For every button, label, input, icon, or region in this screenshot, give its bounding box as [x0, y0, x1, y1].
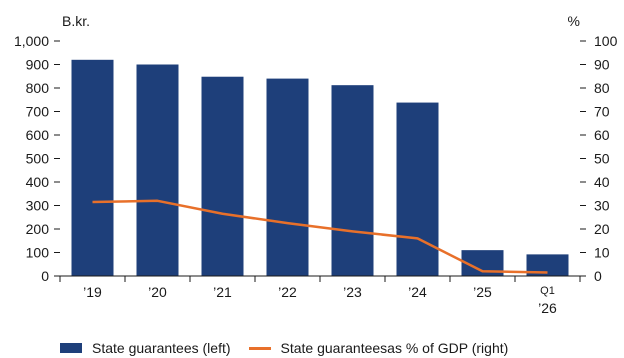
- bar: [331, 85, 374, 277]
- x-axis-ticks: ’19 ’20 ’21 ’22 ’23 ’24 ’25 Q1 ’26: [59, 276, 581, 316]
- legend-item-line: State guaranteesas % of GDP (right): [248, 340, 509, 356]
- right-tick-label: 20: [594, 221, 610, 237]
- right-tick-label: 100: [594, 33, 618, 49]
- legend-swatch-bar: [60, 343, 82, 353]
- legend-swatch-line: [248, 346, 271, 350]
- left-axis-ticks: 0 100 200 300 400 500 600 700 800 900 1,000: [14, 33, 60, 284]
- right-tick-label: 40: [594, 174, 610, 190]
- bar: [201, 76, 244, 276]
- left-tick-label: 400: [26, 174, 50, 190]
- left-tick-label: 300: [26, 198, 50, 214]
- right-tick-label: 60: [594, 127, 610, 143]
- bar: [396, 102, 439, 276]
- bar: [266, 78, 309, 276]
- left-tick-label: 500: [26, 151, 50, 167]
- x-tick-label: ’26: [538, 300, 557, 316]
- x-tick-label: ’21: [213, 284, 232, 300]
- left-axis-unit: B.kr.: [62, 13, 90, 29]
- left-tick-label: 700: [26, 104, 50, 120]
- left-tick-label: 900: [26, 57, 50, 73]
- right-tick-label: 50: [594, 151, 610, 167]
- x-tick-label: ’20: [148, 284, 167, 300]
- left-tick-label: 1,000: [14, 33, 49, 49]
- legend-label-bars: State guarantees (left): [92, 340, 231, 356]
- left-tick-label: 200: [26, 221, 50, 237]
- x-tick-label: Q1: [540, 285, 555, 297]
- legend-label-line: State guaranteesas % of GDP (right): [280, 340, 509, 356]
- x-tick-label: ’24: [408, 284, 427, 300]
- line-series: [92, 199, 548, 274]
- x-tick-label: ’22: [278, 284, 297, 300]
- right-axis-ticks: 0 10 20 30 40 50 60 70 80 90 100: [580, 33, 618, 284]
- x-tick-label: ’23: [343, 284, 362, 300]
- bar: [136, 64, 179, 276]
- bar: [526, 254, 569, 276]
- bar: [71, 59, 114, 276]
- right-tick-label: 0: [594, 268, 602, 284]
- legend: State guarantees (left) State guarantees…: [60, 340, 526, 356]
- right-tick-label: 10: [594, 245, 610, 261]
- x-tick-label: ’19: [83, 284, 102, 300]
- left-tick-label: 800: [26, 80, 50, 96]
- right-axis-unit: %: [568, 13, 580, 29]
- left-tick-label: 100: [26, 245, 50, 261]
- bar-series: [71, 59, 569, 277]
- line-series-path: [92, 199, 548, 274]
- right-tick-label: 30: [594, 198, 610, 214]
- right-tick-label: 80: [594, 80, 610, 96]
- x-tick-label: ’25: [473, 284, 492, 300]
- legend-item-bars: State guarantees (left): [60, 340, 231, 356]
- left-tick-label: 600: [26, 127, 50, 143]
- left-tick-label: 0: [41, 268, 49, 284]
- right-tick-label: 90: [594, 57, 610, 73]
- right-tick-label: 70: [594, 104, 610, 120]
- chart: B.kr. % 01002003004005006007008009001,00…: [14, 13, 618, 316]
